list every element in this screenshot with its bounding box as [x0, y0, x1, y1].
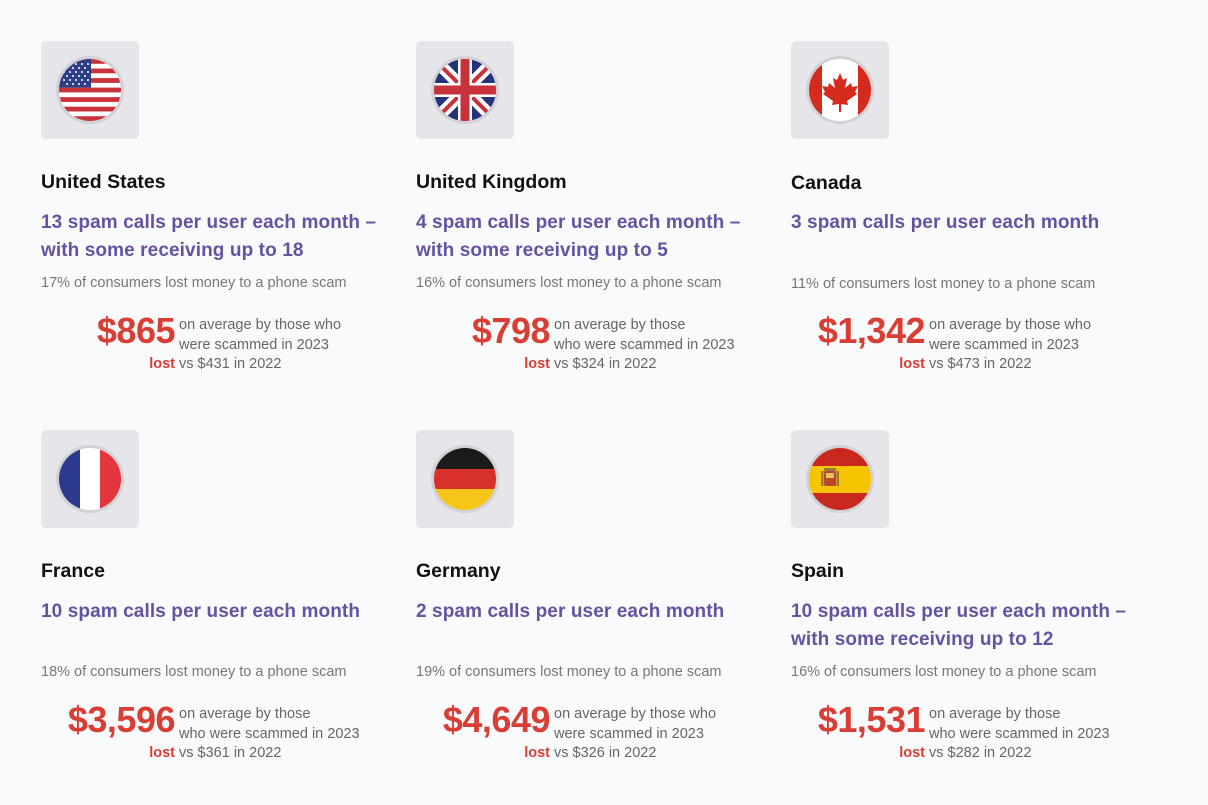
- average-line: who were scammed in 2023: [554, 336, 735, 353]
- country-card-spain: Spain 10 spam calls per user each month …: [791, 430, 1156, 790]
- average-line: who were scammed in 2023: [929, 725, 1110, 742]
- average-loss-description: on average by those who were scammed in …: [179, 705, 409, 764]
- flag-tile: [416, 41, 514, 139]
- average-line: on average by those: [179, 706, 311, 722]
- france-flag-icon: [56, 445, 124, 513]
- consumers-lost-stat: 16% of consumers lost money to a phone s…: [416, 275, 722, 291]
- average-loss-description: on average by those who were scammed in …: [929, 705, 1159, 764]
- spam-calls-stat: 10 spam calls per user each month: [41, 601, 361, 622]
- flag-tile: [791, 430, 889, 528]
- average-loss-amount: $1,342: [817, 310, 926, 351]
- lost-label: lost: [899, 745, 925, 761]
- average-loss-description: on average by those who were scammed in …: [929, 316, 1159, 375]
- flag-tile: [41, 41, 139, 139]
- average-loss-amount: $865: [96, 310, 176, 351]
- spam-calls-stat: 4 spam calls per user each month – with …: [416, 212, 741, 261]
- spain-flag-icon: [806, 445, 874, 513]
- average-line: on average by those: [554, 317, 686, 333]
- flag-tile: [791, 41, 889, 139]
- consumers-lost-stat: 17% of consumers lost money to a phone s…: [41, 275, 347, 291]
- average-loss-amount: $798: [471, 310, 551, 351]
- lost-label: lost: [524, 356, 550, 372]
- average-line: vs $326 in 2022: [554, 745, 657, 761]
- lost-label: lost: [899, 356, 925, 372]
- country-card-united-states: United States 13 spam calls per user eac…: [41, 41, 406, 401]
- average-line: were scammed in 2023: [929, 336, 1079, 353]
- canada-flag-icon: [806, 56, 874, 124]
- uk-flag-icon: [431, 56, 499, 124]
- spam-calls-stat: 3 spam calls per user each month: [791, 212, 1100, 233]
- lost-label: lost: [149, 356, 175, 372]
- average-line: on average by those who: [929, 317, 1092, 333]
- average-loss-description: on average by those who were scammed in …: [179, 316, 409, 375]
- average-line: were scammed in 2023: [554, 725, 704, 742]
- flag-tile: [416, 430, 514, 528]
- country-name: United Kingdom: [416, 171, 567, 193]
- country-name: Spain: [791, 560, 845, 582]
- flag-tile: [41, 430, 139, 528]
- average-line: vs $324 in 2022: [554, 356, 657, 372]
- average-loss-description: on average by those who were scammed in …: [554, 705, 784, 764]
- spam-calls-stat: 13 spam calls per user each month – with…: [41, 212, 377, 261]
- country-card-canada: Canada 3 spam calls per user each month …: [791, 41, 1156, 401]
- average-line: vs $431 in 2022: [179, 356, 282, 372]
- spam-calls-stat: 2 spam calls per user each month: [416, 601, 725, 622]
- lost-label: lost: [149, 745, 175, 761]
- country-name: Germany: [416, 560, 501, 582]
- spam-calls-stat: 10 spam calls per user each month – with…: [791, 601, 1127, 650]
- country-name: Canada: [791, 172, 862, 194]
- country-name: United States: [41, 171, 166, 193]
- average-line: on average by those who: [179, 317, 342, 333]
- average-line: on average by those: [929, 706, 1061, 722]
- germany-flag-icon: [431, 445, 499, 513]
- country-card-france: France 10 spam calls per user each month…: [41, 430, 406, 790]
- average-line: on average by those who: [554, 706, 717, 722]
- average-loss-description: on average by those who were scammed in …: [554, 316, 784, 375]
- average-line: vs $282 in 2022: [929, 745, 1032, 761]
- average-line: were scammed in 2023: [179, 336, 329, 353]
- consumers-lost-stat: 11% of consumers lost money to a phone s…: [791, 276, 1096, 292]
- average-line: vs $361 in 2022: [179, 745, 282, 761]
- lost-label: lost: [524, 745, 550, 761]
- consumers-lost-stat: 19% of consumers lost money to a phone s…: [416, 664, 722, 680]
- average-line: vs $473 in 2022: [929, 356, 1032, 372]
- average-loss-amount: $1,531: [817, 699, 926, 740]
- average-line: who were scammed in 2023: [179, 725, 360, 742]
- us-flag-icon: [56, 56, 124, 124]
- country-card-united-kingdom: United Kingdom 4 spam calls per user eac…: [416, 41, 781, 401]
- country-card-germany: Germany 2 spam calls per user each month…: [416, 430, 781, 790]
- country-name: France: [41, 560, 105, 582]
- consumers-lost-stat: 16% of consumers lost money to a phone s…: [791, 664, 1097, 680]
- average-loss-amount: $3,596: [67, 699, 176, 740]
- average-loss-amount: $4,649: [442, 699, 551, 740]
- consumers-lost-stat: 18% of consumers lost money to a phone s…: [41, 664, 347, 680]
